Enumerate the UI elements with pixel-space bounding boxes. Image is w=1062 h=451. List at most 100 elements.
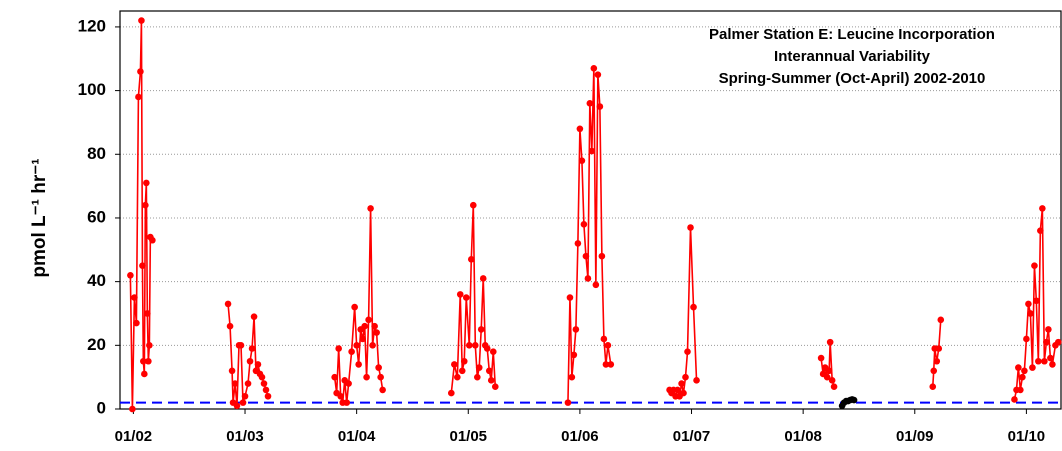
- data-point: [377, 373, 384, 381]
- data-point: [592, 281, 600, 289]
- data-point: [373, 329, 380, 336]
- data-point: [467, 256, 475, 263]
- data-point: [369, 342, 376, 349]
- data-point: [693, 377, 700, 384]
- data-point: [149, 236, 156, 244]
- data-point: [485, 367, 493, 375]
- data-point: [933, 357, 941, 365]
- data-point: [331, 373, 338, 381]
- y-tick-label: 80: [87, 144, 106, 163]
- data-point: [937, 316, 945, 324]
- data-point: [1035, 357, 1042, 365]
- data-point: [584, 275, 592, 282]
- x-tick-label: 01/10: [1008, 428, 1046, 445]
- data-point: [351, 303, 358, 311]
- data-point: [335, 345, 342, 352]
- data-point: [568, 373, 576, 381]
- data-point: [1031, 262, 1038, 270]
- data-point: [359, 335, 366, 343]
- data-point: [604, 342, 612, 349]
- data-point: [817, 354, 825, 362]
- data-point: [1021, 367, 1028, 375]
- x-tick-label: 01/09: [896, 428, 934, 445]
- data-point: [489, 348, 497, 355]
- data-point: [1041, 357, 1048, 365]
- data-point: [246, 357, 254, 365]
- data-point: [1027, 310, 1034, 317]
- x-tick-label: 01/03: [226, 428, 264, 445]
- data-point: [226, 322, 234, 330]
- data-point: [600, 335, 608, 343]
- data-point: [353, 342, 360, 349]
- data-point: [1017, 386, 1024, 394]
- data-point: [260, 380, 268, 387]
- data-point: [491, 383, 499, 391]
- data-point: [345, 380, 352, 387]
- data-point: [241, 392, 249, 400]
- data-point: [586, 100, 594, 107]
- data-point: [930, 367, 938, 375]
- data-point: [475, 364, 483, 371]
- data-point: [451, 361, 458, 368]
- data-point: [1029, 364, 1036, 371]
- data-point: [254, 361, 262, 368]
- data-point: [465, 342, 473, 349]
- data-point: [142, 201, 149, 209]
- data-point: [224, 300, 232, 308]
- data-point: [576, 125, 584, 133]
- y-tick-label: 20: [87, 335, 106, 354]
- data-point: [1039, 205, 1046, 212]
- data-point: [244, 380, 252, 387]
- x-tick-label: 01/07: [673, 428, 711, 445]
- data-point: [250, 313, 258, 320]
- data-point: [462, 294, 470, 301]
- data-point: [1049, 361, 1056, 368]
- data-point: [264, 392, 272, 400]
- data-point: [133, 319, 140, 327]
- data-point: [578, 157, 586, 164]
- data-point: [472, 342, 479, 349]
- y-tick-label: 100: [78, 80, 106, 99]
- data-point: [145, 357, 152, 365]
- chart-title: Interannual Variability: [774, 48, 931, 65]
- data-point: [690, 303, 697, 311]
- data-point: [1037, 227, 1044, 234]
- data-point: [602, 361, 610, 368]
- data-point: [258, 373, 266, 381]
- data-point: [231, 380, 239, 387]
- data-point: [564, 399, 572, 406]
- data-point: [1023, 335, 1030, 343]
- data-point: [1043, 338, 1050, 346]
- data-point: [823, 373, 831, 381]
- data-point: [143, 179, 150, 187]
- x-tick-label: 01/06: [561, 428, 599, 445]
- data-point: [371, 322, 378, 330]
- data-point: [1055, 338, 1062, 346]
- data-point: [233, 402, 241, 410]
- chart-title: Palmer Station E: Leucine Incorporation: [709, 26, 995, 43]
- data-point: [1015, 364, 1022, 371]
- data-point: [454, 373, 461, 381]
- data-point: [594, 71, 602, 78]
- data-point: [588, 147, 596, 155]
- data-point: [131, 294, 138, 301]
- data-point: [684, 348, 691, 355]
- data-point: [379, 386, 386, 394]
- data-point: [469, 201, 477, 209]
- data-point: [135, 93, 142, 101]
- data-point: [367, 205, 374, 212]
- data-point: [127, 271, 134, 279]
- data-point: [138, 17, 145, 24]
- data-point: [456, 291, 464, 298]
- data-point: [596, 103, 604, 110]
- data-point: [678, 380, 685, 387]
- data-point: [1011, 396, 1018, 403]
- data-point: [363, 373, 370, 381]
- data-point: [680, 389, 687, 397]
- y-tick-label: 120: [78, 16, 106, 35]
- data-point: [483, 345, 491, 352]
- data-point: [137, 68, 144, 75]
- data-point: [365, 316, 372, 324]
- data-point: [361, 322, 368, 330]
